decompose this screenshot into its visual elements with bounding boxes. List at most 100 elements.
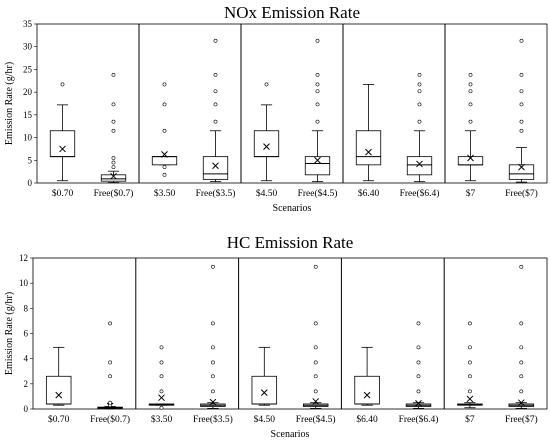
iqr-box bbox=[251, 375, 278, 405]
y-tick-label: 12 bbox=[19, 253, 28, 263]
outlier-point bbox=[315, 72, 320, 77]
hc-emission-chart: HC Emission Rate 0 2 4 6 8 10 12 Emission Rate (… bbox=[4, 233, 548, 440]
y-tick-label: 0 bbox=[24, 404, 29, 414]
box-$6.40 bbox=[354, 346, 380, 406]
outlier-point bbox=[519, 321, 524, 326]
mean-marker bbox=[110, 172, 117, 180]
y-tick-label: 10 bbox=[19, 278, 29, 288]
mean-marker bbox=[260, 389, 268, 396]
box-Free($3.5) bbox=[200, 264, 226, 409]
outlier-point bbox=[108, 360, 113, 365]
iqr-box bbox=[253, 130, 280, 158]
outlier-point bbox=[313, 360, 318, 365]
y-tick-label: 30 bbox=[23, 42, 33, 52]
outlier-point bbox=[468, 102, 473, 107]
outlier-point bbox=[519, 72, 524, 77]
outlier-point bbox=[416, 389, 421, 394]
outlier-point bbox=[111, 128, 116, 133]
box-$3.50 bbox=[148, 345, 175, 410]
outlier-point bbox=[159, 389, 164, 394]
outlier-point bbox=[159, 360, 164, 365]
outlier-point bbox=[108, 374, 113, 379]
outlier-point bbox=[416, 345, 421, 350]
mean-marker bbox=[467, 154, 474, 162]
outlier-point bbox=[111, 165, 116, 170]
mean-marker bbox=[518, 163, 525, 171]
iqr-box bbox=[49, 130, 76, 158]
box-Free($4.5) bbox=[304, 38, 331, 183]
mean-marker bbox=[416, 160, 423, 168]
outlier-point bbox=[111, 160, 116, 165]
outlier-point bbox=[416, 374, 421, 379]
outlier-point bbox=[468, 89, 473, 94]
outlier-point bbox=[159, 345, 164, 350]
mean-marker bbox=[212, 162, 219, 170]
outlier-point bbox=[213, 119, 218, 124]
box-Free($3.5) bbox=[202, 38, 229, 183]
outlier-point bbox=[417, 72, 422, 77]
y-tick-label: 4 bbox=[24, 354, 29, 364]
outlier-point bbox=[111, 72, 116, 77]
outlier-point bbox=[315, 102, 320, 107]
mean-marker bbox=[312, 398, 320, 405]
outlier-point bbox=[210, 360, 215, 365]
outlier-point bbox=[210, 374, 215, 379]
outlier-point bbox=[519, 264, 524, 269]
outlier-point bbox=[313, 389, 318, 394]
x-category-label: Free($4.5) bbox=[298, 188, 338, 199]
x-category-label: Free($6.4) bbox=[399, 414, 439, 425]
mean-marker bbox=[517, 399, 525, 407]
y-axis-label: Emission Rate (g/hr) bbox=[4, 62, 15, 145]
mean-marker bbox=[365, 148, 372, 156]
iqr-box bbox=[406, 156, 433, 176]
outlier-point bbox=[315, 119, 320, 124]
box-Free($7) bbox=[508, 38, 535, 183]
y-tick-label: 35 bbox=[23, 19, 33, 29]
outlier-point bbox=[519, 360, 524, 365]
outlier-point bbox=[213, 38, 218, 43]
iqr-box bbox=[304, 156, 331, 176]
outlier-point bbox=[210, 321, 215, 326]
iqr-box bbox=[45, 375, 72, 405]
box-$4.50 bbox=[253, 82, 280, 182]
outlier-point bbox=[210, 345, 215, 350]
outlier-point bbox=[417, 102, 422, 107]
x-category-label: $6.40 bbox=[356, 414, 378, 425]
outlier-point bbox=[313, 264, 318, 269]
box-Free($4.5) bbox=[302, 264, 329, 409]
mean-marker bbox=[314, 156, 321, 164]
outlier-point bbox=[519, 119, 524, 124]
x-axis-label: Scenarios bbox=[273, 203, 312, 214]
outlier-point bbox=[315, 82, 320, 87]
mean-marker bbox=[161, 151, 168, 158]
x-category-label: Free($3.5) bbox=[196, 188, 236, 199]
outlier-point bbox=[111, 156, 116, 160]
mean-marker bbox=[209, 398, 217, 406]
y-tick-label: 15 bbox=[23, 110, 33, 120]
outlier-point bbox=[162, 102, 167, 107]
mean-marker bbox=[263, 143, 270, 151]
x-category-label: $4.50 bbox=[256, 188, 278, 199]
mean-marker bbox=[158, 394, 165, 402]
outlier-point bbox=[417, 89, 422, 94]
outlier-point bbox=[213, 102, 218, 107]
outlier-point bbox=[60, 82, 65, 87]
outlier-point bbox=[416, 321, 421, 326]
outlier-point bbox=[468, 119, 473, 124]
outlier-point bbox=[162, 82, 167, 87]
outlier-point bbox=[313, 321, 318, 326]
mean-marker bbox=[415, 399, 422, 407]
outlier-point bbox=[162, 172, 167, 177]
outlier-point bbox=[108, 400, 113, 405]
outlier-point bbox=[315, 38, 320, 43]
outlier-point bbox=[111, 102, 116, 107]
outlier-point bbox=[159, 374, 164, 379]
outlier-point bbox=[213, 89, 218, 94]
outlier-point bbox=[210, 264, 215, 269]
y-tick-label: 5 bbox=[28, 155, 33, 165]
iqr-box bbox=[202, 156, 229, 180]
outlier-point bbox=[213, 72, 218, 77]
box-$7 bbox=[457, 72, 484, 182]
mean-marker bbox=[363, 391, 371, 399]
